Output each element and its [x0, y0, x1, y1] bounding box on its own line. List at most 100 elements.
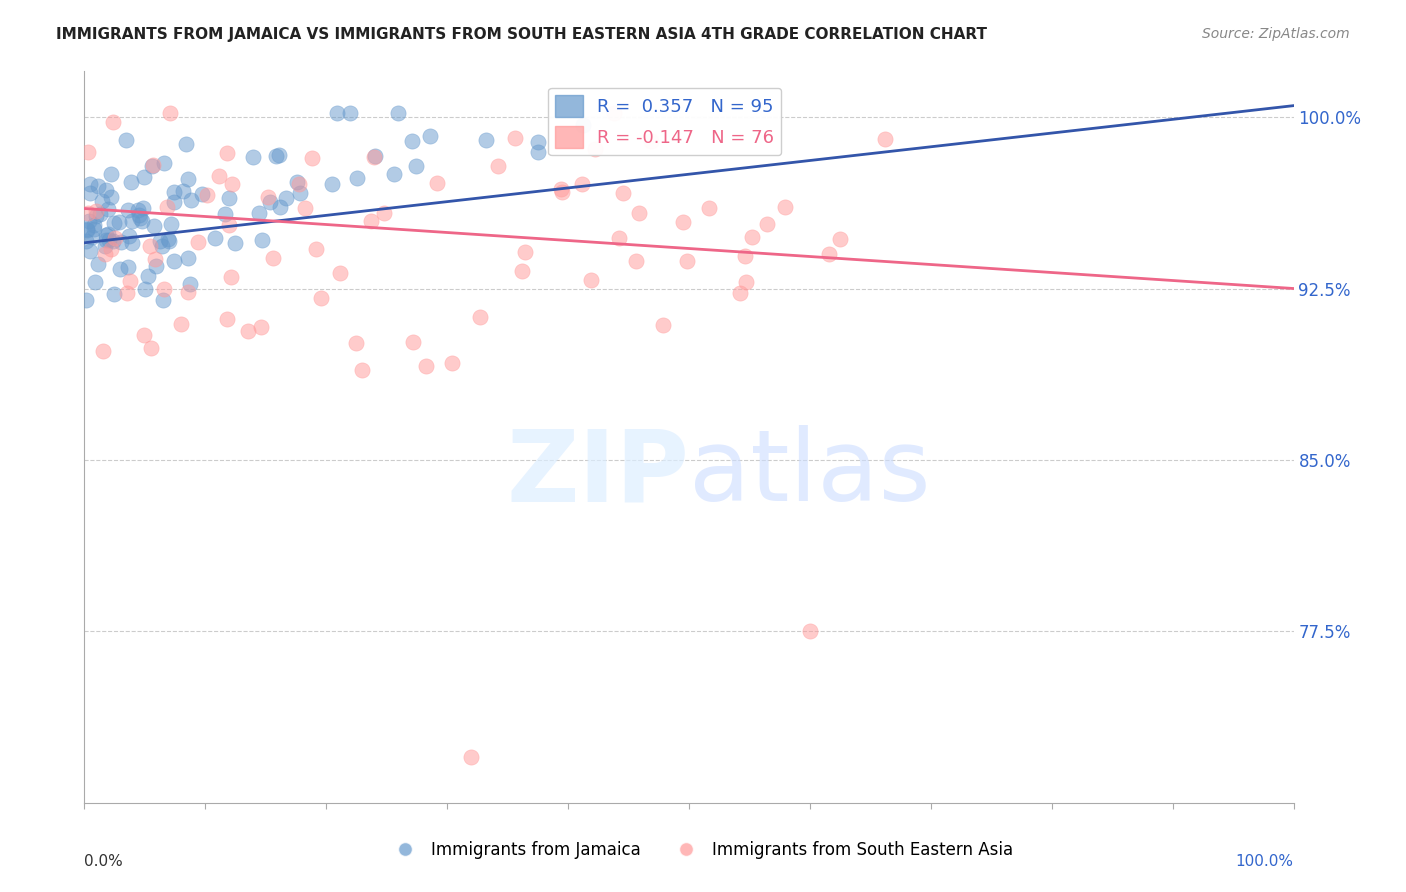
- Point: [224, 235, 246, 250]
- Point: [247, 206, 270, 220]
- Text: IMMIGRANTS FROM JAMAICA VS IMMIGRANTS FROM SOUTH EASTERN ASIA 4TH GRADE CORRELAT: IMMIGRANTS FROM JAMAICA VS IMMIGRANTS FR…: [56, 27, 987, 42]
- Point: [107, 214, 129, 228]
- Point: [100, 167, 122, 181]
- Point: [153, 156, 176, 170]
- Point: [264, 148, 287, 162]
- Point: [150, 239, 173, 253]
- Point: [104, 231, 127, 245]
- Point: [269, 148, 291, 162]
- Text: atlas: atlas: [689, 425, 931, 522]
- Point: [360, 214, 382, 228]
- Point: [215, 145, 238, 160]
- Point: [172, 184, 194, 198]
- Point: [136, 269, 159, 284]
- Point: [221, 269, 243, 284]
- Point: [571, 118, 593, 132]
- Point: [97, 202, 120, 216]
- Point: [440, 356, 463, 370]
- Point: [159, 217, 181, 231]
- Point: [326, 105, 349, 120]
- Point: [218, 191, 240, 205]
- Point: [86, 203, 108, 218]
- Point: [301, 151, 323, 165]
- Text: 0.0%: 0.0%: [84, 854, 124, 869]
- Point: [115, 133, 138, 147]
- Point: [117, 203, 139, 218]
- Point: [579, 273, 602, 287]
- Point: [75, 234, 97, 248]
- Point: [363, 149, 385, 163]
- Point: [503, 131, 526, 145]
- Point: [139, 239, 162, 253]
- Point: [101, 234, 124, 248]
- Point: [288, 186, 311, 201]
- Point: [127, 203, 149, 218]
- Point: [352, 363, 374, 377]
- Point: [94, 227, 117, 242]
- Point: [163, 254, 186, 268]
- Point: [585, 142, 607, 156]
- Point: [120, 175, 142, 189]
- Point: [139, 341, 162, 355]
- Point: [79, 244, 101, 258]
- Point: [208, 169, 231, 183]
- Point: [339, 106, 361, 120]
- Point: [177, 172, 200, 186]
- Point: [75, 293, 97, 307]
- Point: [187, 235, 209, 249]
- Point: [152, 293, 174, 307]
- Point: [204, 231, 226, 245]
- Point: [415, 359, 437, 373]
- Point: [250, 233, 273, 247]
- Point: [100, 243, 122, 257]
- Point: [87, 257, 110, 271]
- Point: [156, 200, 179, 214]
- Point: [84, 275, 107, 289]
- Point: [76, 222, 98, 236]
- Point: [288, 178, 311, 192]
- Point: [141, 159, 163, 173]
- Point: [628, 206, 651, 220]
- Point: [162, 186, 184, 200]
- Point: [799, 624, 821, 639]
- Point: [149, 234, 172, 248]
- Point: [734, 249, 756, 263]
- Point: [86, 179, 108, 194]
- Point: [624, 254, 647, 268]
- Point: [401, 134, 423, 148]
- Point: [76, 223, 98, 237]
- Point: [652, 318, 675, 332]
- Point: [571, 177, 593, 191]
- Point: [117, 260, 139, 274]
- Legend: Immigrants from Jamaica, Immigrants from South Eastern Asia: Immigrants from Jamaica, Immigrants from…: [385, 835, 1021, 866]
- Point: [159, 105, 181, 120]
- Point: [83, 222, 105, 236]
- Point: [170, 317, 193, 331]
- Point: [128, 208, 150, 222]
- Point: [215, 312, 238, 326]
- Point: [103, 286, 125, 301]
- Point: [218, 219, 240, 233]
- Point: [818, 247, 841, 261]
- Point: [94, 247, 117, 261]
- Point: [486, 159, 509, 173]
- Point: [131, 201, 153, 215]
- Point: [110, 235, 132, 249]
- Point: [672, 215, 695, 229]
- Point: [90, 194, 112, 208]
- Point: [242, 150, 264, 164]
- Point: [121, 213, 143, 227]
- Point: [612, 186, 634, 201]
- Point: [329, 266, 352, 280]
- Point: [550, 186, 572, 200]
- Point: [180, 193, 202, 207]
- Point: [309, 291, 332, 305]
- Point: [97, 227, 120, 241]
- Point: [285, 175, 308, 189]
- Point: [468, 310, 491, 324]
- Point: [118, 228, 141, 243]
- Legend: R =  0.357   N = 95, R = -0.147   N = 76: R = 0.357 N = 95, R = -0.147 N = 76: [548, 87, 782, 155]
- Point: [382, 168, 405, 182]
- Point: [77, 206, 100, 220]
- Point: [269, 200, 291, 214]
